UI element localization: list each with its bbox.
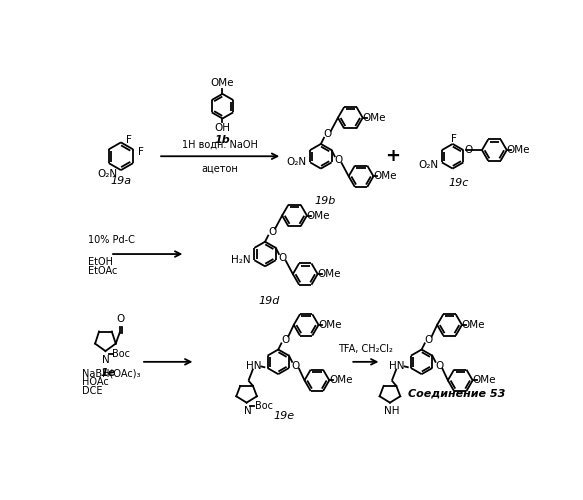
- Text: +: +: [385, 147, 400, 165]
- Text: OMe: OMe: [363, 113, 386, 122]
- Text: EtOH: EtOH: [89, 257, 113, 267]
- Text: OMe: OMe: [462, 320, 485, 330]
- Text: 19a: 19a: [110, 176, 132, 186]
- Text: O: O: [436, 360, 444, 370]
- Text: OMe: OMe: [318, 269, 341, 279]
- Text: HN: HN: [246, 360, 261, 370]
- Text: F: F: [125, 135, 131, 145]
- Text: O: O: [335, 155, 343, 165]
- Text: O: O: [424, 334, 433, 344]
- Text: 19d: 19d: [258, 296, 280, 306]
- Text: OMe: OMe: [473, 376, 496, 386]
- Text: 19e: 19e: [274, 411, 295, 421]
- Text: O: O: [281, 334, 289, 344]
- Text: OMe: OMe: [329, 376, 353, 386]
- Text: 1H водн. NaOH: 1H водн. NaOH: [182, 140, 258, 149]
- Text: O: O: [292, 360, 300, 370]
- Text: F: F: [451, 134, 457, 144]
- Text: HN: HN: [389, 360, 405, 370]
- Text: NaBH(OAc)₃: NaBH(OAc)₃: [82, 368, 141, 378]
- Text: N: N: [244, 406, 252, 416]
- Text: Соединение 53: Соединение 53: [408, 388, 505, 398]
- Text: EtOAc: EtOAc: [89, 266, 118, 276]
- Text: H₂N: H₂N: [231, 255, 251, 265]
- Text: DCE: DCE: [82, 386, 103, 396]
- Text: O: O: [324, 129, 332, 139]
- Text: O₂N: O₂N: [418, 160, 438, 170]
- Text: F: F: [138, 146, 143, 156]
- Text: HOAc: HOAc: [82, 377, 109, 387]
- Text: O: O: [465, 145, 473, 155]
- Text: 19c: 19c: [449, 178, 469, 188]
- Text: NH: NH: [384, 406, 399, 416]
- Text: TFA, CH₂Cl₂: TFA, CH₂Cl₂: [338, 344, 394, 354]
- Text: OMe: OMe: [318, 320, 342, 330]
- Text: Boc: Boc: [112, 349, 130, 359]
- Text: OMe: OMe: [210, 78, 234, 88]
- Text: OMe: OMe: [307, 210, 331, 220]
- Text: O₂N: O₂N: [286, 158, 306, 168]
- Text: O₂N: O₂N: [98, 169, 118, 179]
- Text: ацетон: ацетон: [202, 164, 238, 174]
- Text: O: O: [268, 226, 276, 236]
- Text: 1e: 1e: [100, 368, 115, 378]
- Text: 10% Pd-C: 10% Pd-C: [89, 235, 135, 245]
- Text: 1b: 1b: [215, 134, 230, 144]
- Text: O: O: [116, 314, 125, 324]
- Text: Boc: Boc: [255, 400, 273, 410]
- Text: OMe: OMe: [507, 145, 530, 155]
- Text: OMe: OMe: [373, 172, 397, 181]
- Text: 19b: 19b: [314, 196, 335, 205]
- Text: OH: OH: [215, 123, 230, 133]
- Text: O: O: [279, 253, 287, 263]
- Text: N: N: [101, 355, 109, 365]
